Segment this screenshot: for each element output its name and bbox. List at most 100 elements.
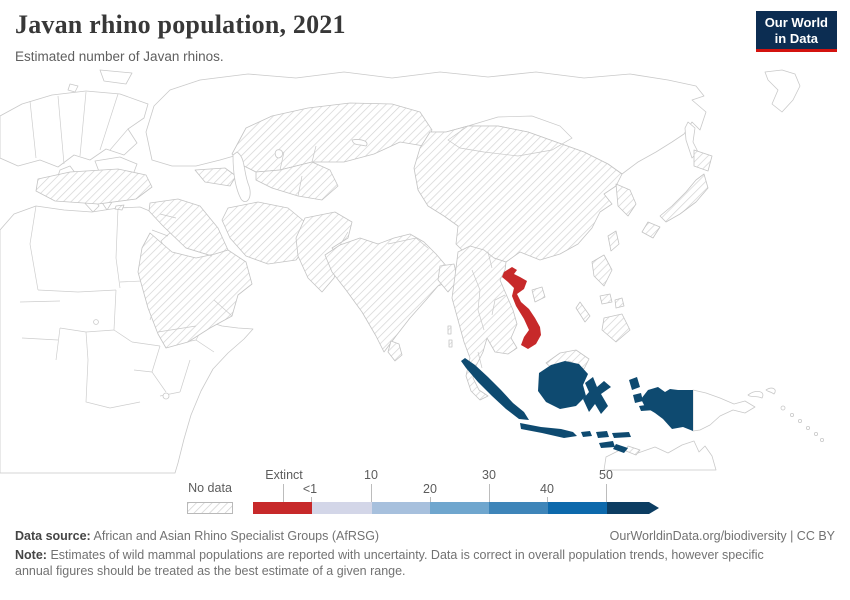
data-source-value: African and Asian Rhino Specialist Group… xyxy=(93,529,380,543)
region-china-mongolia xyxy=(413,125,623,263)
country-australia-north xyxy=(603,440,717,471)
legend-tick-label-50: 50 xyxy=(599,468,613,482)
island-kyushu xyxy=(641,221,661,239)
island-nicobar xyxy=(448,339,453,348)
island-java xyxy=(520,423,577,438)
legend-tick-50 xyxy=(606,484,607,502)
island-palawan xyxy=(575,301,591,323)
region-europe-mainland xyxy=(0,90,149,168)
island-solomon-3 xyxy=(806,425,811,430)
data-source-label: Data source: xyxy=(15,529,91,543)
island-visayas-1 xyxy=(599,293,613,305)
legend-tick-30 xyxy=(489,484,490,502)
owid-logo[interactable]: Our World in Data xyxy=(755,11,837,52)
island-solomon-2 xyxy=(798,418,803,423)
legend-tick-lt1 xyxy=(311,497,312,502)
country-iran xyxy=(221,201,311,265)
region-west-papua xyxy=(641,387,693,431)
country-sri-lanka xyxy=(387,340,403,362)
legend-tick-label-lt1: <1 xyxy=(302,482,318,496)
legend-bin-20-30[interactable] xyxy=(430,502,489,514)
no-data-label: No data xyxy=(188,481,232,495)
island-bali xyxy=(581,431,592,437)
region-caucasus xyxy=(194,167,237,187)
legend-bar-arrow xyxy=(649,502,659,514)
legend-bin-10-20[interactable] xyxy=(372,502,430,514)
legend-bin-40-50[interactable] xyxy=(548,502,607,514)
no-data-internal-borders xyxy=(151,115,573,369)
region-se-asia-mainland xyxy=(451,245,518,401)
owid-url-link[interactable]: OurWorldinData.org/biodiversity xyxy=(609,529,787,543)
island-bougainville xyxy=(780,405,786,411)
legend-tick-label-10: 10 xyxy=(364,468,378,482)
island-sumba xyxy=(599,441,615,448)
country-denmark xyxy=(67,83,79,93)
owid-logo-line2: in Data xyxy=(774,30,819,46)
legend-tick-label-20: 20 xyxy=(423,482,437,496)
page-title: Javan rhino population, 2021 xyxy=(15,10,346,39)
country-alaska xyxy=(764,69,801,113)
island-halmahera xyxy=(629,377,640,390)
legend-tick-10 xyxy=(371,484,372,502)
island-new-britain xyxy=(747,391,764,399)
aral-sea xyxy=(274,149,283,159)
legend-bin-30-40[interactable] xyxy=(489,502,548,514)
island-maluku xyxy=(633,393,643,403)
country-papua-new-guinea xyxy=(692,389,756,432)
island-hokkaido xyxy=(693,149,713,172)
lake-balkhash xyxy=(351,139,368,147)
lake-victoria xyxy=(162,392,170,400)
island-solomon-5 xyxy=(820,437,825,442)
owid-logo-line1: Our World xyxy=(764,15,828,30)
note-line: Note: Estimates of wild mammal populatio… xyxy=(15,548,777,579)
legend-tick-40 xyxy=(547,497,548,502)
legend-tick-label-30: 30 xyxy=(482,468,496,482)
license-link[interactable]: CC BY xyxy=(796,529,835,543)
legend-bin-extinct[interactable] xyxy=(253,502,312,514)
island-andaman xyxy=(447,325,452,335)
note-text: Estimates of wild mammal populations are… xyxy=(15,548,764,578)
legend-tick-extinct xyxy=(283,484,284,502)
note-label: Note: xyxy=(15,548,47,562)
region-no-data-countries[interactable] xyxy=(35,102,713,456)
legend-bin-lt1-10[interactable] xyxy=(312,502,372,514)
island-new-ireland xyxy=(765,387,776,395)
island-mindanao xyxy=(601,313,631,343)
data-source-line: Data source: African and Asian Rhino Spe… xyxy=(15,529,379,543)
country-bangladesh xyxy=(437,263,459,293)
country-indonesia[interactable] xyxy=(461,358,693,453)
country-turkey xyxy=(35,168,153,205)
attribution-line: OurWorldinData.org/biodiversity | CC BY xyxy=(610,529,835,543)
chart-footer: Data source: African and Asian Rhino Spe… xyxy=(15,529,835,579)
island-solomon-1 xyxy=(790,412,795,417)
country-north-south-korea xyxy=(615,183,637,217)
lake-chad xyxy=(93,319,99,325)
island-lombok-sumbawa xyxy=(596,431,609,438)
region-baltic-coast xyxy=(99,69,133,85)
legend-tick-label-40: 40 xyxy=(540,482,554,496)
legend-bin-50plus[interactable] xyxy=(607,502,649,514)
island-honshu xyxy=(659,173,709,223)
attribution-divider: | xyxy=(790,529,794,543)
chart-subtitle: Estimated number of Javan rhinos. xyxy=(15,49,224,64)
no-data-swatch[interactable] xyxy=(187,502,233,514)
country-cyprus xyxy=(114,204,125,211)
island-hainan xyxy=(531,286,546,303)
island-sulawesi xyxy=(583,377,611,414)
island-flores xyxy=(612,432,631,438)
island-solomon-4 xyxy=(814,431,819,436)
legend-tick-20 xyxy=(430,497,431,502)
island-kalimantan xyxy=(538,361,588,409)
region-uzbek-turkmen xyxy=(255,161,339,201)
lakes xyxy=(93,139,368,400)
country-india xyxy=(324,233,453,353)
country-vietnam[interactable] xyxy=(502,267,541,349)
island-sumatra xyxy=(461,358,529,420)
island-west-timor xyxy=(613,444,628,453)
island-visayas-2 xyxy=(614,297,625,309)
legend-tick-label-extinct: Extinct xyxy=(265,468,303,482)
caspian-sea xyxy=(232,151,251,202)
island-luzon xyxy=(591,254,613,287)
